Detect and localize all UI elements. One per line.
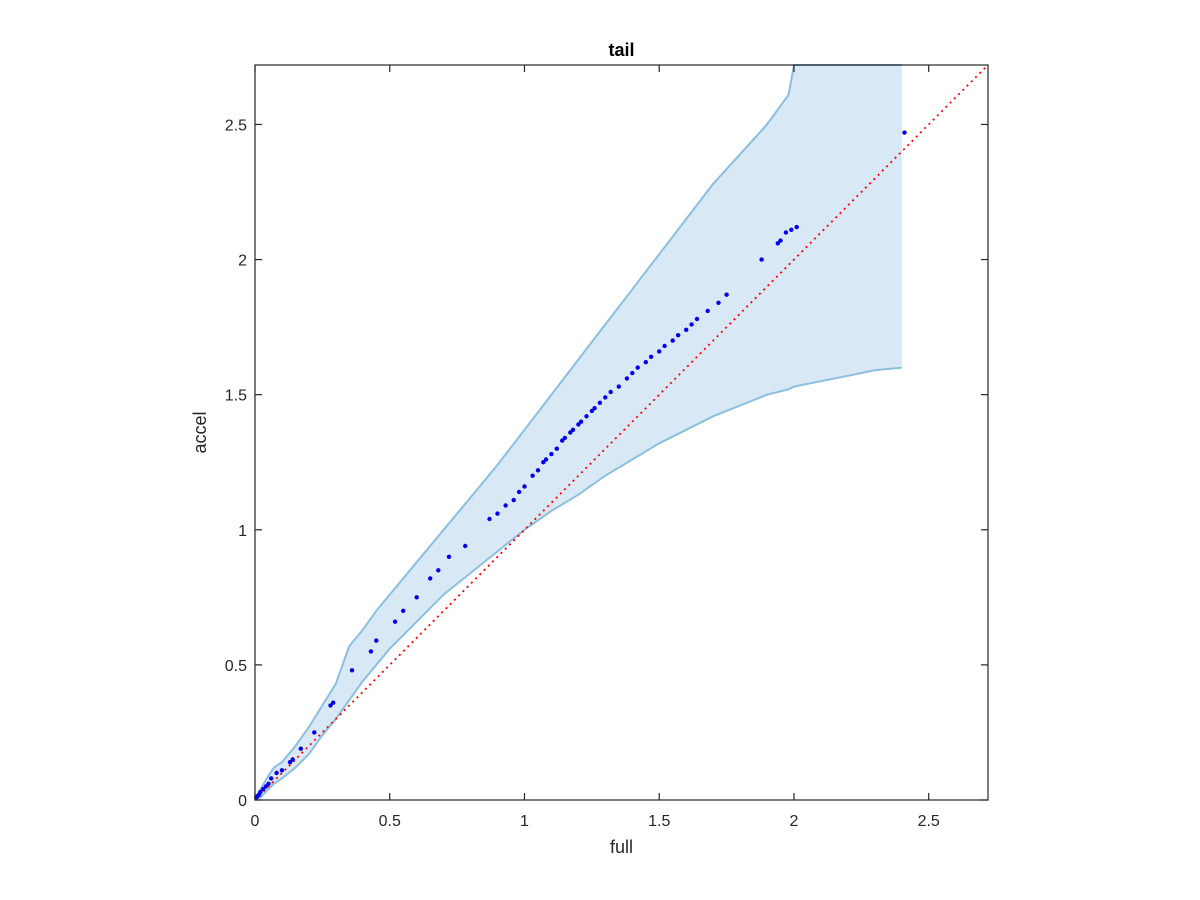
data-point [328, 703, 333, 708]
x-tick-label: 2.5 [918, 813, 940, 830]
data-point [463, 543, 468, 549]
data-point [608, 389, 613, 395]
data-point [578, 419, 584, 424]
data-point [260, 787, 266, 792]
data-point [576, 422, 581, 427]
data-point [495, 511, 500, 516]
x-tick-label: 1.5 [648, 813, 670, 830]
data-point [662, 343, 667, 349]
data-point [535, 468, 541, 473]
x-tick-label: 0.5 [379, 813, 401, 830]
y-axis-ticks: 0 0.5 1 1.5 2 2.5 [225, 117, 988, 810]
data-point [635, 365, 640, 370]
data-point [789, 227, 794, 232]
data-point [630, 370, 635, 376]
data-point [530, 473, 535, 478]
confidence-band-layer [254, 64, 902, 801]
data-point [554, 446, 559, 451]
data-point [794, 224, 799, 230]
data-point [643, 360, 648, 365]
y-tick-label: 2 [238, 253, 247, 270]
data-point [597, 400, 603, 405]
data-point [584, 414, 589, 419]
data-point [290, 757, 295, 762]
data-point [778, 238, 783, 243]
confidence-band-lower-edge [254, 366, 902, 801]
data-point [657, 349, 662, 354]
data-point [616, 384, 621, 389]
data-point [670, 338, 675, 343]
data-point [511, 497, 516, 503]
data-point [570, 427, 576, 432]
data-point [689, 322, 694, 327]
y-tick-label: 2.5 [225, 117, 247, 134]
data-point [516, 489, 522, 495]
chart-title: tail [608, 40, 634, 60]
data-point [349, 668, 355, 673]
y-tick-label: 0.5 [225, 658, 247, 675]
data-point [414, 595, 419, 600]
data-point [694, 316, 700, 322]
y-tick-label: 1.5 [225, 388, 247, 405]
data-point [724, 292, 729, 297]
y-tick-label: 1 [238, 523, 247, 540]
data-point [592, 406, 597, 411]
data-point [562, 435, 568, 441]
data-point [401, 608, 406, 613]
data-point [522, 484, 527, 489]
data-point [263, 784, 268, 789]
y-axis-label: accel [190, 411, 210, 453]
x-tick-label: 1 [520, 813, 529, 830]
data-point [266, 781, 271, 786]
axes-box [254, 64, 989, 801]
reference-diagonal-line [254, 64, 989, 801]
data-point [541, 460, 546, 465]
data-point [287, 760, 293, 765]
data-point [783, 230, 789, 235]
data-point [568, 430, 573, 435]
data-point [258, 789, 263, 795]
data-point [503, 503, 508, 508]
data-point [312, 730, 317, 735]
data-point [759, 257, 764, 262]
data-point [549, 451, 554, 457]
data-point [269, 776, 274, 781]
data-point [775, 241, 780, 246]
data-point [446, 554, 452, 559]
data-point [716, 300, 721, 305]
confidence-band-fill [255, 65, 902, 800]
data-point [487, 516, 492, 522]
data-point [274, 770, 279, 776]
data-point [331, 700, 336, 705]
data-point [902, 130, 907, 135]
x-tick-label: 0 [251, 813, 260, 830]
x-tick-label: 2 [790, 813, 799, 830]
data-point [684, 327, 689, 332]
data-point [436, 568, 441, 573]
data-point [705, 308, 710, 314]
data-point [648, 354, 654, 359]
data-point [624, 376, 630, 381]
data-point [298, 746, 303, 751]
data-point [428, 576, 433, 581]
x-axis-label: full [610, 837, 633, 857]
data-point [560, 438, 565, 443]
data-point [279, 768, 285, 773]
data-point [374, 638, 379, 643]
scatter-points [254, 130, 907, 800]
data-point [589, 408, 595, 414]
x-axis-ticks: 0 0.5 1 1.5 2 2.5 [251, 65, 940, 830]
data-point [368, 649, 374, 654]
data-point [675, 333, 681, 338]
y-tick-label: 0 [238, 793, 247, 810]
data-point [603, 395, 608, 400]
data-point [392, 619, 398, 624]
data-point [543, 457, 549, 462]
confidence-band-upper-edge [254, 64, 902, 801]
